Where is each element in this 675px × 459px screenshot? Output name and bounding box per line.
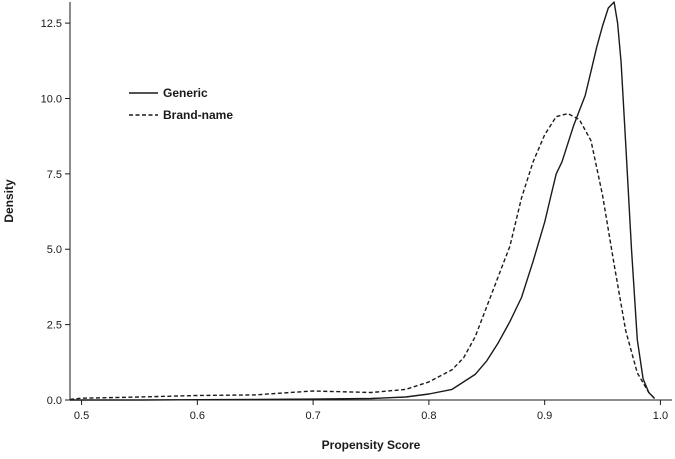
- y-tick-label: 12.5: [41, 18, 62, 30]
- y-tick-label: 0.0: [47, 395, 62, 407]
- legend: Generic Brand-name: [129, 86, 233, 122]
- y-tick-label: 2.5: [47, 320, 62, 332]
- x-tick-label: 0.8: [421, 410, 436, 422]
- series-line-generic: [70, 1, 656, 401]
- y-tick-label: 7.5: [47, 169, 62, 181]
- plot-area: [69, 1, 656, 401]
- x-tick-label: 1.0: [653, 410, 668, 422]
- y-tick-label: 10.0: [41, 93, 62, 105]
- x-tick-label: 0.9: [537, 410, 552, 422]
- series-line-brand-name: [69, 112, 656, 401]
- x-tick-label: 0.5: [74, 410, 89, 422]
- legend-label-brand-name: Brand-name: [163, 108, 233, 122]
- y-axis-title: Density: [2, 179, 16, 223]
- legend-label-generic: Generic: [163, 86, 208, 100]
- axes-group: 0.5 0.6 0.7 0.8 0.9 1.0 0.0 2.5 5.0 7.5 10.0 12.5: [41, 2, 672, 422]
- y-tick-label: 5.0: [47, 244, 62, 256]
- x-tick-label: 0.6: [190, 410, 205, 422]
- x-axis-title: Propensity Score: [322, 438, 421, 452]
- x-tick-label: 0.7: [305, 410, 320, 422]
